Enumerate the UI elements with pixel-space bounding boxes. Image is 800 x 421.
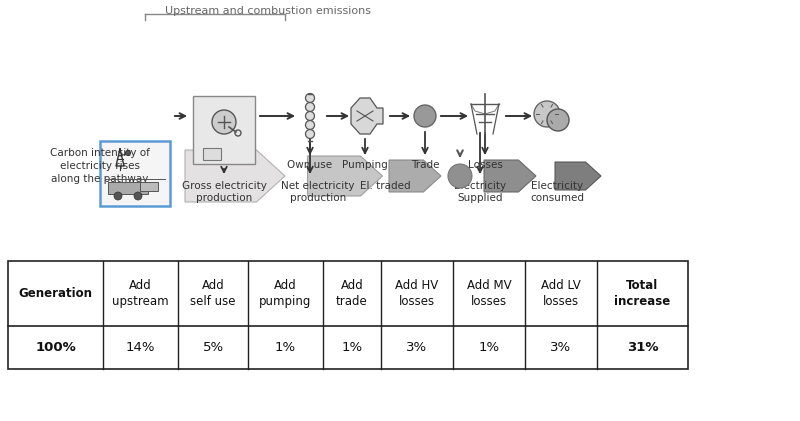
Circle shape xyxy=(114,192,122,200)
Circle shape xyxy=(212,110,236,134)
Text: Losses: Losses xyxy=(467,160,502,170)
Text: 3%: 3% xyxy=(406,341,427,354)
Text: Add LV
losses: Add LV losses xyxy=(541,279,581,308)
FancyBboxPatch shape xyxy=(193,96,255,164)
FancyBboxPatch shape xyxy=(100,141,170,206)
Text: Generation: Generation xyxy=(18,287,93,300)
Circle shape xyxy=(134,192,142,200)
Text: 1%: 1% xyxy=(275,341,296,354)
Text: 1%: 1% xyxy=(478,341,499,354)
Text: Carbon intensity of
electricity rises
along the pathway: Carbon intensity of electricity rises al… xyxy=(50,148,150,184)
Polygon shape xyxy=(185,150,285,202)
Bar xyxy=(8,261,688,369)
Text: 1%: 1% xyxy=(342,341,362,354)
Text: 3%: 3% xyxy=(550,341,571,354)
Polygon shape xyxy=(555,162,601,190)
Text: Add HV
losses: Add HV losses xyxy=(395,279,438,308)
Text: Add
pumping: Add pumping xyxy=(259,279,312,308)
Circle shape xyxy=(126,150,130,155)
Text: Total
increase: Total increase xyxy=(614,279,670,308)
Circle shape xyxy=(306,102,314,112)
Circle shape xyxy=(534,101,560,127)
Text: Electricity
consumed: Electricity consumed xyxy=(530,181,584,203)
Circle shape xyxy=(448,164,472,188)
Circle shape xyxy=(547,109,569,131)
Circle shape xyxy=(306,120,314,130)
FancyBboxPatch shape xyxy=(140,182,158,191)
Text: 5%: 5% xyxy=(202,341,223,354)
Text: Electricity
Supplied: Electricity Supplied xyxy=(454,181,506,203)
Polygon shape xyxy=(351,98,383,134)
Text: Add
self use: Add self use xyxy=(190,279,236,308)
Text: Add
upstream: Add upstream xyxy=(112,279,169,308)
Circle shape xyxy=(414,105,436,127)
FancyBboxPatch shape xyxy=(203,148,221,160)
Text: Trade: Trade xyxy=(410,160,439,170)
Text: Add
trade: Add trade xyxy=(336,279,368,308)
Text: El. traded: El. traded xyxy=(360,181,410,191)
Polygon shape xyxy=(484,160,536,192)
Text: Upstream and combustion emissions: Upstream and combustion emissions xyxy=(165,6,371,16)
Circle shape xyxy=(306,130,314,139)
Text: Pumping: Pumping xyxy=(342,160,388,170)
Text: Net electricity
production: Net electricity production xyxy=(282,181,354,203)
Text: 31%: 31% xyxy=(626,341,658,354)
Polygon shape xyxy=(389,160,441,192)
Text: Add MV
losses: Add MV losses xyxy=(466,279,511,308)
Text: Own use: Own use xyxy=(287,160,333,170)
Text: 14%: 14% xyxy=(126,341,155,354)
FancyBboxPatch shape xyxy=(108,182,148,194)
Circle shape xyxy=(306,112,314,120)
Text: 100%: 100% xyxy=(35,341,76,354)
Circle shape xyxy=(306,93,314,102)
Text: Gross electricity
production: Gross electricity production xyxy=(182,181,266,203)
Polygon shape xyxy=(307,156,382,196)
